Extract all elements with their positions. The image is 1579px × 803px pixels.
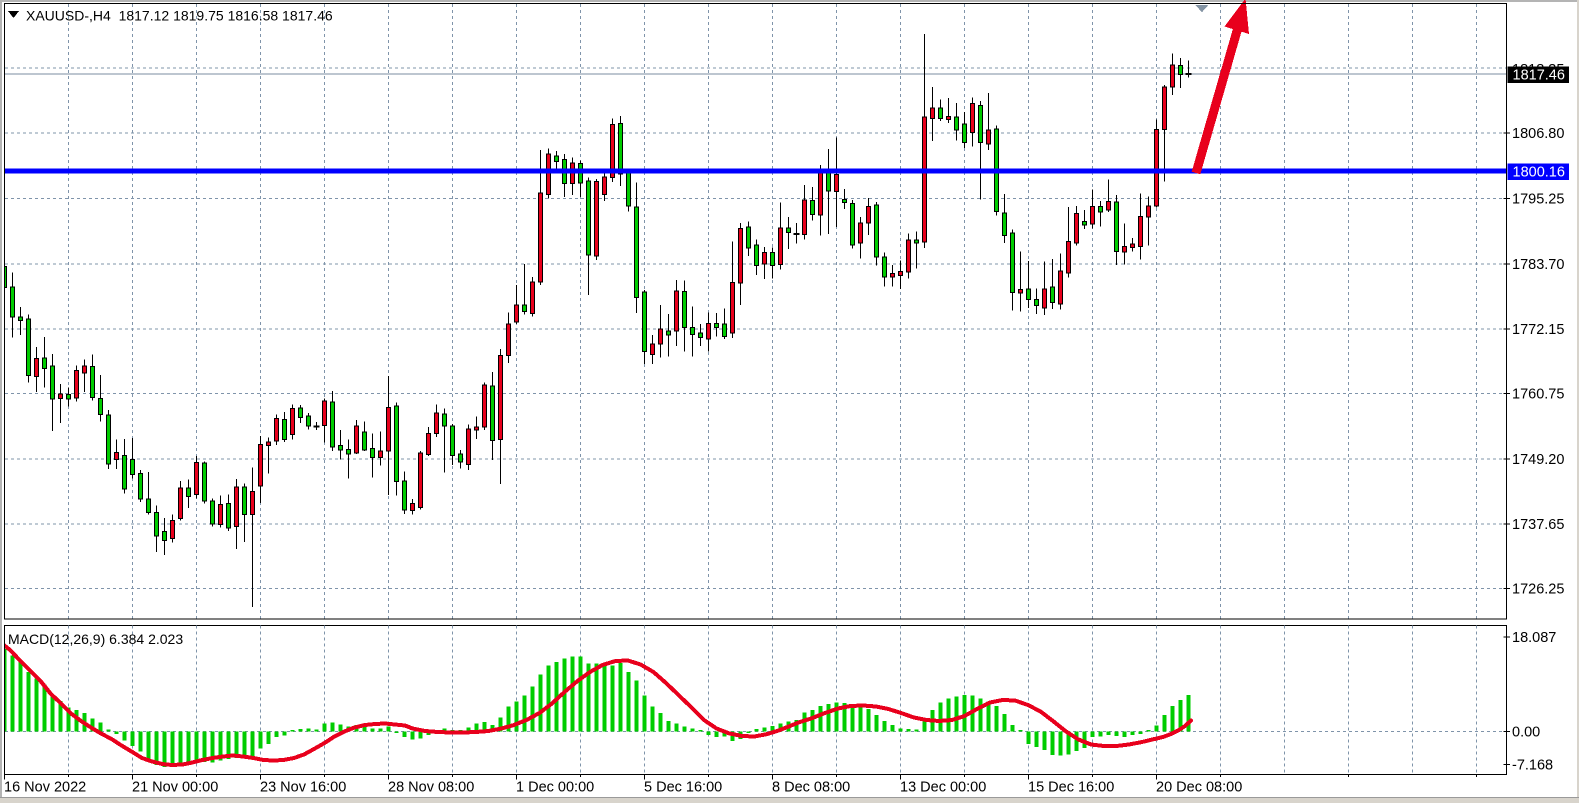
svg-text:16 Nov 2022: 16 Nov 2022 [4, 780, 86, 796]
svg-text:1 Dec 00:00: 1 Dec 00:00 [516, 780, 594, 796]
svg-text:28 Nov 08:00: 28 Nov 08:00 [388, 780, 474, 796]
svg-text:1800.16: 1800.16 [1513, 164, 1565, 180]
svg-text:15 Dec 16:00: 15 Dec 16:00 [1028, 780, 1114, 796]
svg-text:21 Nov 00:00: 21 Nov 00:00 [132, 780, 218, 796]
svg-text:1795.25: 1795.25 [1512, 192, 1564, 208]
svg-text:1726.25: 1726.25 [1512, 582, 1564, 598]
svg-text:1772.15: 1772.15 [1512, 322, 1564, 338]
svg-text:23 Nov 16:00: 23 Nov 16:00 [260, 780, 346, 796]
svg-text:XAUUSD-,H4 1817.12 1819.75 18: XAUUSD-,H4 1817.12 1819.75 1816.58 1817.… [26, 8, 333, 24]
svg-text:18.087: 18.087 [1512, 630, 1556, 646]
svg-text:1737.65: 1737.65 [1512, 517, 1564, 533]
svg-text:-7.168: -7.168 [1512, 758, 1553, 774]
svg-text:MACD(12,26,9) 6.384 2.023: MACD(12,26,9) 6.384 2.023 [8, 631, 183, 647]
svg-text:0.00: 0.00 [1512, 724, 1540, 740]
svg-text:5 Dec 16:00: 5 Dec 16:00 [644, 780, 722, 796]
svg-text:20 Dec 08:00: 20 Dec 08:00 [1156, 780, 1242, 796]
svg-text:1783.70: 1783.70 [1512, 257, 1564, 273]
svg-text:1806.80: 1806.80 [1512, 126, 1564, 142]
svg-text:1817.46: 1817.46 [1513, 67, 1565, 83]
svg-text:8 Dec 08:00: 8 Dec 08:00 [772, 780, 850, 796]
svg-text:1760.75: 1760.75 [1512, 387, 1564, 403]
svg-text:1749.20: 1749.20 [1512, 452, 1564, 468]
svg-text:13 Dec 00:00: 13 Dec 00:00 [900, 780, 986, 796]
